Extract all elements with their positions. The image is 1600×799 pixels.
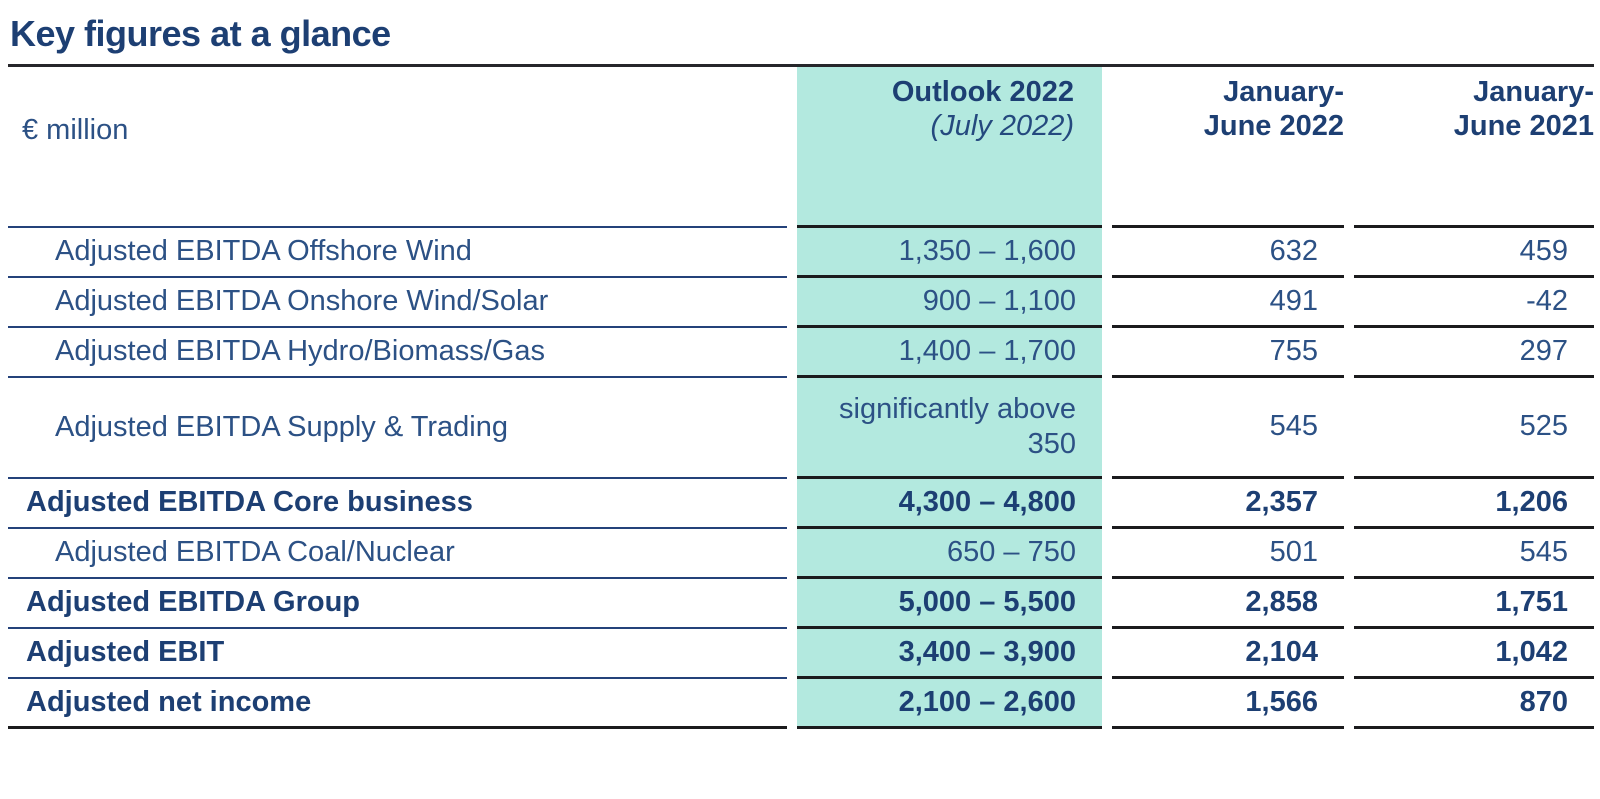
- h1-2022-value: 2,357: [1112, 479, 1344, 529]
- h1-2022-value: 2,858: [1112, 579, 1344, 629]
- table-header: € million Outlook 2022 (July 2022) Janua…: [8, 66, 1594, 228]
- table-row: Adjusted EBITDA Hydro/Biomass/Gas 1,400 …: [8, 327, 1594, 378]
- table-row: Adjusted net income 2,100 – 2,600 1,566 …: [8, 678, 1594, 729]
- table-row: Adjusted EBITDA Coal/Nuclear 650 – 750 5…: [8, 528, 1594, 579]
- outlook-value: 4,300 – 4,800: [797, 478, 1102, 529]
- outlook-value: 1,400 – 1,700: [797, 327, 1102, 378]
- page-title: Key figures at a glance: [10, 13, 391, 54]
- row-label: Adjusted EBITDA Coal/Nuclear: [8, 529, 787, 579]
- unit-header: € million: [8, 67, 787, 228]
- outlook-subtitle: (July 2022): [930, 110, 1074, 143]
- h1-2022-value: 2,104: [1112, 629, 1344, 679]
- table-row: Adjusted EBITDA Supply & Trading signifi…: [8, 377, 1594, 479]
- column-header-outlook: Outlook 2022 (July 2022): [797, 66, 1102, 228]
- h1-2022-value: 755: [1112, 328, 1344, 378]
- header-line-2: June 2022: [1203, 110, 1344, 143]
- table-row: Adjusted EBIT 3,400 – 3,900 2,104 1,042: [8, 628, 1594, 679]
- row-label: Adjusted EBITDA Group: [8, 579, 787, 629]
- header-row: € million Outlook 2022 (July 2022) Janua…: [8, 66, 1594, 228]
- table-row: Adjusted EBITDA Onshore Wind/Solar 900 –…: [8, 277, 1594, 328]
- outlook-value: 2,100 – 2,600: [797, 678, 1102, 729]
- outlook-value: 1,350 – 1,600: [797, 227, 1102, 278]
- column-header-jan-june-2021: January- June 2021: [1354, 67, 1594, 228]
- h1-2022-value: 632: [1112, 228, 1344, 278]
- outlook-value: 5,000 – 5,500: [797, 578, 1102, 629]
- title-rule: [8, 63, 1594, 67]
- h1-2021-value: 525: [1354, 378, 1594, 479]
- row-label: Adjusted net income: [8, 679, 787, 729]
- h1-2022-value: 545: [1112, 378, 1344, 479]
- header-line-1: January-: [1473, 75, 1594, 108]
- h1-2021-value: 1,206: [1354, 479, 1594, 529]
- outlook-value: significantly above 350: [797, 377, 1102, 479]
- table-row: Adjusted EBITDA Core business 4,300 – 4,…: [8, 478, 1594, 529]
- row-label: Adjusted EBITDA Offshore Wind: [8, 228, 787, 278]
- h1-2021-value: -42: [1354, 278, 1594, 328]
- h1-2021-value: 870: [1354, 679, 1594, 729]
- row-label: Adjusted EBITDA Onshore Wind/Solar: [8, 278, 787, 328]
- row-label: Adjusted EBIT: [8, 629, 787, 679]
- report-page: Key figures at a glance € million Outloo…: [0, 14, 1600, 729]
- h1-2021-value: 545: [1354, 529, 1594, 579]
- row-label: Adjusted EBITDA Hydro/Biomass/Gas: [8, 328, 787, 378]
- h1-2022-value: 1,566: [1112, 679, 1344, 729]
- table-row: Adjusted EBITDA Offshore Wind 1,350 – 1,…: [8, 227, 1594, 278]
- h1-2022-value: 491: [1112, 278, 1344, 328]
- h1-2022-value: 501: [1112, 529, 1344, 579]
- outlook-value: 650 – 750: [797, 528, 1102, 579]
- column-header-jan-june-2022: January- June 2022: [1112, 67, 1344, 228]
- outlook-title: Outlook 2022: [891, 75, 1074, 108]
- outlook-value: 3,400 – 3,900: [797, 628, 1102, 679]
- header-line-1: January-: [1223, 75, 1344, 108]
- h1-2021-value: 1,042: [1354, 629, 1594, 679]
- outlook-value: 900 – 1,100: [797, 277, 1102, 328]
- h1-2021-value: 297: [1354, 328, 1594, 378]
- h1-2021-value: 1,751: [1354, 579, 1594, 629]
- key-figures-table: € million Outlook 2022 (July 2022) Janua…: [0, 66, 1600, 729]
- row-label: Adjusted EBITDA Core business: [8, 479, 787, 529]
- h1-2021-value: 459: [1354, 228, 1594, 278]
- table-body: Adjusted EBITDA Offshore Wind 1,350 – 1,…: [8, 227, 1594, 729]
- row-label: Adjusted EBITDA Supply & Trading: [8, 378, 787, 479]
- header-line-2: June 2021: [1453, 110, 1594, 143]
- table-row: Adjusted EBITDA Group 5,000 – 5,500 2,85…: [8, 578, 1594, 629]
